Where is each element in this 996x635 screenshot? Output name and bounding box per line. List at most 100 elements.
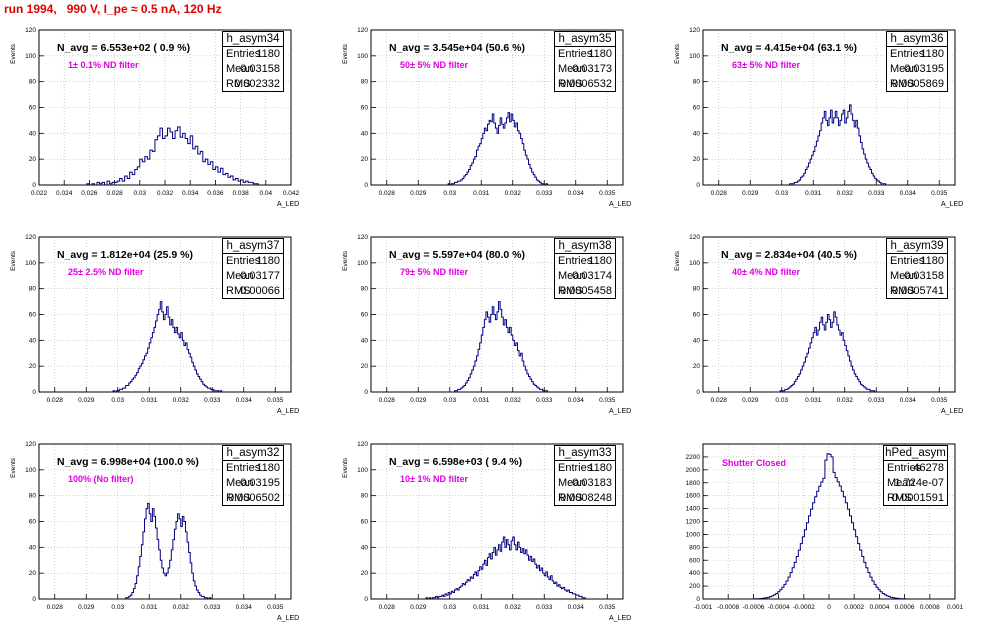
y-tick-label: 40 xyxy=(693,337,701,344)
stats-box: hPed_asym Entries 46278 Mean 1.724e-07 RMS 0.0… xyxy=(883,445,948,506)
histogram-panel-hPed_asym: -0.001 -0.0008 -0.0006 -0.0004 -0.0002 0 0.000… xyxy=(664,428,996,635)
histogram-panel-h_asym33: 0.028 0.029 0.03 0.031 0.032 0.033 0.034 0.035 0… xyxy=(332,428,664,635)
y-tick-label: 40 xyxy=(29,130,37,137)
y-tick-label: 20 xyxy=(29,156,37,163)
y-tick-label: 400 xyxy=(689,570,700,577)
y-tick-label: 1600 xyxy=(686,493,701,500)
x-tick-label: 0.022 xyxy=(31,190,48,197)
y-tick-label: 0 xyxy=(32,389,36,396)
histogram-panel-h_asym35: 0.028 0.029 0.03 0.031 0.032 0.033 0.034 0.035 0… xyxy=(332,14,664,221)
navg-label: N_avg = 2.834e+04 (40.5 %) xyxy=(719,249,860,261)
stats-mean-label: Mean xyxy=(558,270,586,282)
x-tick-label: 0.033 xyxy=(868,397,885,404)
x-tick-label: 0.03 xyxy=(443,397,456,404)
stats-mean-value: 0.03173 xyxy=(572,63,612,75)
stats-entries-row: Entries 1180 xyxy=(223,254,283,269)
x-tick-label: 0.032 xyxy=(173,604,190,611)
y-tick-label: 0 xyxy=(696,389,700,396)
x-axis-title: A_LED xyxy=(941,408,963,415)
y-tick-label: 200 xyxy=(689,583,700,590)
stats-mean-label: Mean xyxy=(887,477,915,489)
x-tick-label: 0.034 xyxy=(568,190,585,197)
navg-label: N_avg = 1.812e+04 (25.9 %) xyxy=(55,249,196,261)
stats-entries-row: Entries 1180 xyxy=(555,254,615,269)
stats-histogram-name: h_asym35 xyxy=(555,32,615,47)
stats-mean-row: Mean 0.03195 xyxy=(223,476,283,491)
stats-mean-row: Mean 0.03158 xyxy=(887,269,947,284)
x-tick-label: 0.03 xyxy=(775,190,788,197)
x-tick-label: 0.031 xyxy=(141,397,158,404)
stats-rms-row: RMS 0.002332 xyxy=(223,77,283,92)
y-tick-label: 40 xyxy=(361,544,369,551)
x-tick-label: 0.034 xyxy=(236,397,253,404)
stats-rms-value: 0.0006532 xyxy=(560,78,612,90)
navg-label: N_avg = 4.415e+04 (63.1 %) xyxy=(719,42,860,54)
stats-entries-row: Entries 1180 xyxy=(223,47,283,62)
y-tick-label: 0 xyxy=(696,182,700,189)
x-tick-label: 0.024 xyxy=(56,190,73,197)
x-tick-label: -0.0008 xyxy=(717,604,739,611)
y-tick-label: 120 xyxy=(25,27,36,34)
filter-label: 25± 2.5% ND filter xyxy=(68,267,144,277)
y-tick-label: 20 xyxy=(361,570,369,577)
y-tick-label: 80 xyxy=(693,79,701,86)
stats-entries-value: 46278 xyxy=(913,462,944,474)
x-tick-label: 0.031 xyxy=(473,397,490,404)
x-tick-label: 0.032 xyxy=(505,190,522,197)
filter-label: 1± 0.1% ND filter xyxy=(68,60,139,70)
stats-rms-value: 0.00066 xyxy=(240,285,280,297)
histogram-plot: 0.028 0.029 0.03 0.031 0.032 0.033 0.034 0.035 0… xyxy=(342,234,631,415)
y-tick-label: 60 xyxy=(361,312,369,319)
y-tick-label: 120 xyxy=(25,441,36,448)
y-tick-label: 80 xyxy=(29,493,37,500)
stats-rms-value: 0.0005741 xyxy=(892,285,944,297)
x-tick-label: 0.0004 xyxy=(869,604,889,611)
x-tick-label: 0.028 xyxy=(379,190,396,197)
stats-entries-label: Entries xyxy=(890,48,925,60)
stats-mean-row: Mean 0.03173 xyxy=(555,62,615,77)
y-tick-label: 100 xyxy=(25,53,36,60)
x-tick-label: 0.028 xyxy=(106,190,123,197)
x-tick-label: -0.0004 xyxy=(768,604,790,611)
x-tick-label: 0.03 xyxy=(111,604,124,611)
y-tick-label: 20 xyxy=(693,156,701,163)
stats-entries-value: 1180 xyxy=(588,462,612,474)
y-tick-label: 100 xyxy=(689,53,700,60)
y-tick-label: 2000 xyxy=(686,467,701,474)
y-tick-label: 120 xyxy=(25,234,36,241)
stats-rms-label: RMS xyxy=(226,492,251,504)
y-tick-label: 120 xyxy=(357,441,368,448)
y-axis-title: Events xyxy=(10,250,17,271)
stats-entries-label: Entries xyxy=(226,48,261,60)
stats-rms-value: 0.0005458 xyxy=(560,285,612,297)
stats-mean-row: Mean 0.03158 xyxy=(223,62,283,77)
stats-mean-row: Mean 0.03183 xyxy=(555,476,615,491)
y-tick-label: 800 xyxy=(689,544,700,551)
y-tick-label: 100 xyxy=(357,467,368,474)
stats-entries-value: 1180 xyxy=(256,462,280,474)
x-tick-label: 0.028 xyxy=(47,397,64,404)
stats-mean-label: Mean xyxy=(226,63,254,75)
y-tick-label: 0 xyxy=(364,596,368,603)
y-tick-label: 80 xyxy=(29,286,37,293)
y-tick-label: 60 xyxy=(361,105,369,112)
x-axis-title: A_LED xyxy=(609,615,631,622)
x-tick-label: 0.028 xyxy=(47,604,64,611)
navg-label: N_avg = 6.598e+03 ( 9.4 %) xyxy=(387,456,525,468)
stats-entries-value: 1180 xyxy=(920,48,944,60)
histogram-series xyxy=(446,112,554,186)
histogram-plot: 0.028 0.029 0.03 0.031 0.032 0.033 0.034 0.035 0… xyxy=(342,27,631,208)
y-tick-label: 100 xyxy=(25,260,36,267)
histogram-panel-h_asym38: 0.028 0.029 0.03 0.031 0.032 0.033 0.034 0.035 0… xyxy=(332,221,664,428)
y-tick-label: 100 xyxy=(689,260,700,267)
filter-label: 10± 1% ND filter xyxy=(400,474,468,484)
stats-rms-row: RMS 0.0008248 xyxy=(555,491,615,506)
stats-box: h_asym34 Entries 1180 Mean 0.03158 RMS 0.00233… xyxy=(222,31,284,92)
y-axis-title: Events xyxy=(342,250,349,271)
y-tick-label: 120 xyxy=(689,234,700,241)
stats-mean-label: Mean xyxy=(890,63,918,75)
x-tick-label: 0.029 xyxy=(742,190,759,197)
navg-label: N_avg = 5.597e+04 (80.0 %) xyxy=(387,249,528,261)
stats-rms-value: 0.0001591 xyxy=(892,492,944,504)
y-tick-label: 1200 xyxy=(686,519,701,526)
